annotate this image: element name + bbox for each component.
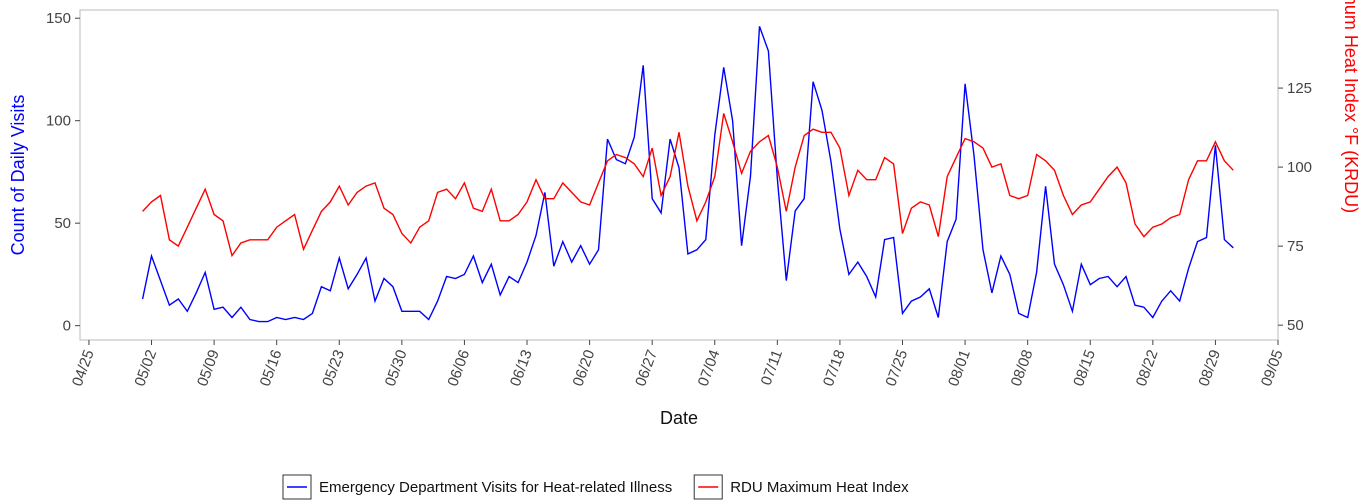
x-tick-label: 06/27 — [632, 348, 661, 389]
y2-tick-label: 50 — [1287, 317, 1304, 334]
legend-label: Emergency Department Visits for Heat-rel… — [319, 479, 672, 496]
x-tick-label: 05/30 — [382, 348, 411, 389]
series-line — [142, 113, 1234, 258]
x-tick-label: 08/15 — [1070, 348, 1099, 389]
y-tick-label: 0 — [63, 318, 71, 335]
y-tick-label: 50 — [54, 215, 71, 232]
x-tick-label: 07/11 — [758, 348, 786, 388]
x-tick-label: 05/23 — [319, 348, 348, 389]
y2-tick-label: 125 — [1287, 80, 1312, 97]
x-tick-label: 07/04 — [695, 348, 724, 389]
y2-tick-label: 100 — [1287, 159, 1312, 176]
x-tick-label: 05/09 — [194, 348, 223, 389]
x-tick-label: 07/25 — [882, 348, 911, 389]
y-axis-title: Count of Daily Visits — [8, 95, 28, 256]
x-tick-label: 08/29 — [1195, 348, 1224, 389]
series-line — [141, 26, 1234, 323]
y2-tick-label: 75 — [1287, 238, 1304, 255]
y2-axis-title: Daily Maximum Heat Index °F (KRDU) — [1341, 0, 1361, 213]
x-axis-title: Date — [660, 408, 698, 428]
x-tick-label: 06/06 — [444, 348, 473, 389]
x-tick-label: 04/25 — [69, 348, 98, 389]
x-tick-label: 05/16 — [257, 348, 286, 389]
x-tick-label: 08/22 — [1133, 348, 1162, 389]
y-tick-label: 100 — [46, 113, 71, 130]
plot-frame — [79, 9, 1279, 341]
x-tick-label: 08/08 — [1008, 348, 1037, 389]
x-tick-label: 08/01 — [945, 348, 974, 389]
x-tick-label: 05/02 — [131, 348, 160, 389]
y-tick-label: 150 — [46, 10, 71, 27]
x-tick-label: 06/13 — [507, 348, 536, 389]
x-tick-label: 06/20 — [570, 348, 599, 389]
x-tick-label: 09/05 — [1258, 348, 1287, 389]
x-tick-label: 07/18 — [820, 348, 849, 389]
legend-label: RDU Maximum Heat Index — [730, 479, 909, 496]
